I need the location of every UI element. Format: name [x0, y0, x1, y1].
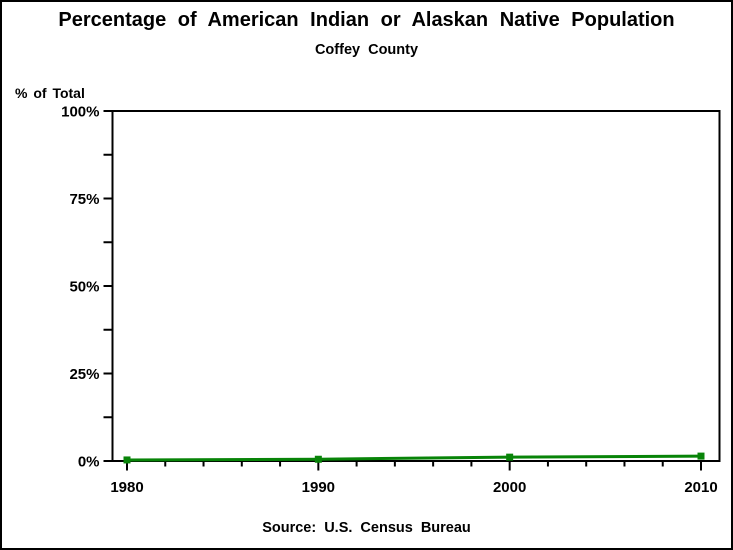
x-tick-label: 1980: [110, 479, 143, 496]
axes: [103, 110, 721, 471]
source-note: Source: U.S. Census Bureau: [262, 520, 471, 536]
y-tick-label: 75%: [69, 191, 99, 208]
series-line: [126, 454, 702, 462]
data-point-marker: [314, 455, 322, 463]
y-tick-label: 50%: [69, 279, 99, 296]
y-tick-label: 100%: [61, 104, 99, 121]
x-tick-label: 2000: [493, 479, 526, 496]
y-tick-label: 0%: [78, 454, 100, 471]
y-tick-label: 25%: [69, 366, 99, 383]
x-tick-label: 1990: [302, 479, 335, 496]
x-tick-label: 2010: [684, 479, 717, 496]
data-point-marker: [506, 453, 514, 461]
chart-subtitle: Coffey County: [314, 42, 419, 58]
chart-title: Percentage of American Indian or Alaskan…: [58, 9, 675, 31]
data-point-marker: [123, 456, 131, 464]
data-point-marker: [697, 452, 705, 460]
y-axis-title: % of Total: [15, 85, 85, 101]
